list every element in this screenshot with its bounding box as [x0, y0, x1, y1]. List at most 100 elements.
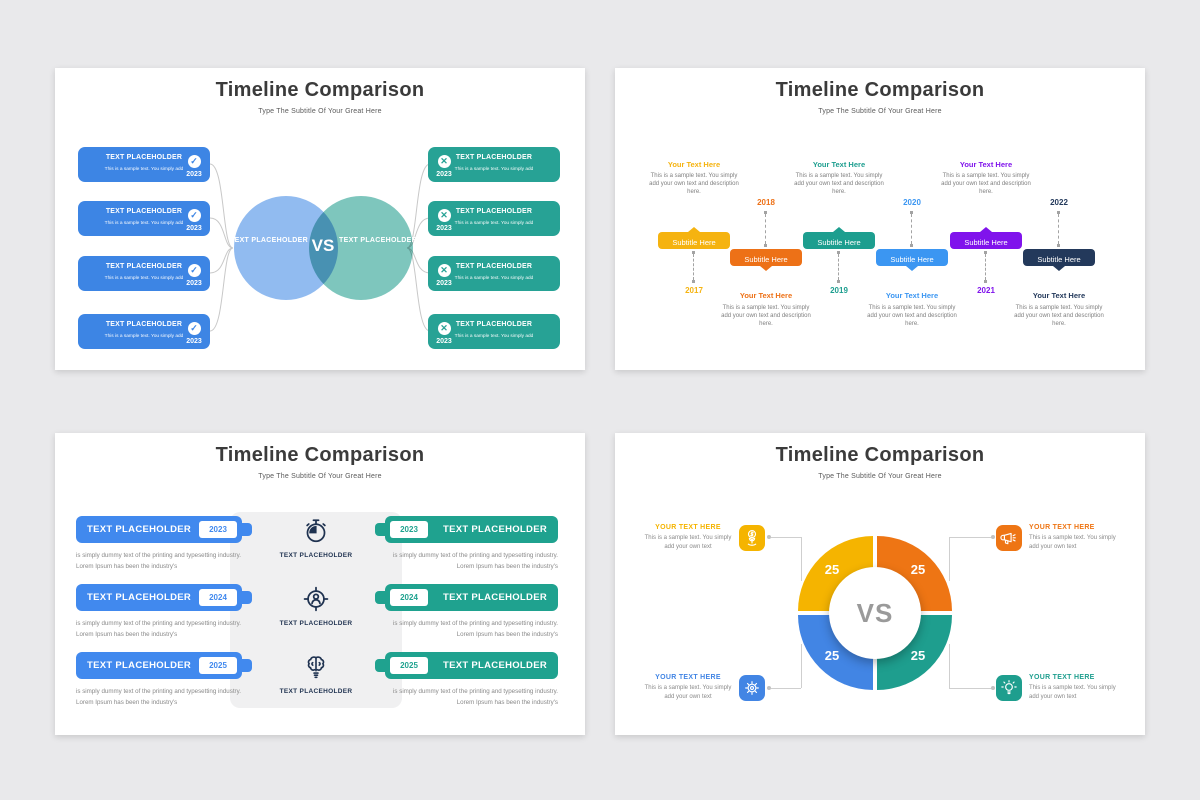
card-title: TEXT PLACEHOLDER — [455, 154, 533, 161]
stopwatch-icon — [302, 517, 330, 545]
year-badge: 2025 — [199, 657, 237, 674]
comparison-card-left: TEXT PLACEHOLDER This is a sample text. … — [78, 147, 210, 182]
center-label: TEXT PLACEHOLDER — [279, 620, 353, 627]
card-desc: This is a sample text. You simply add — [104, 220, 184, 226]
comparison-card-right: TEXT PLACEHOLDER This is a sample text. … — [428, 256, 560, 291]
bar-right-2025: 2025 TEXT PLACEHOLDER — [375, 652, 558, 679]
check-icon: ✓ — [187, 264, 201, 277]
timeline-item-2018: 2018 Subtitle Here Your Text Here This i… — [721, 158, 811, 348]
brain-bulb-icon — [302, 653, 330, 681]
segment-value: 25 — [824, 648, 840, 663]
callout-desc: This is a sample text. You simply add yo… — [644, 535, 732, 550]
card-year: 2023 — [186, 338, 202, 345]
item-year: 2019 — [830, 286, 848, 295]
venn-circle-right — [309, 196, 413, 300]
subtitle-ribbon: Subtitle Here — [1023, 249, 1095, 271]
callout-top-left: YOUR TEXT HERE This is a sample text. Yo… — [643, 524, 733, 552]
item-desc: This is a sample text. You simply add yo… — [867, 305, 957, 327]
item-year: 2020 — [903, 198, 921, 207]
donut-chart: 25 25 25 25 VS — [798, 536, 952, 690]
card-year: 2023 — [436, 338, 452, 345]
item-heading: Your Text Here — [1032, 291, 1086, 300]
cross-icon: ✕ — [437, 155, 451, 168]
slide-subtitle: Type The Subtitle Of Your Great Here — [258, 108, 382, 115]
bar-desc: is simply dummy text of the printing and… — [393, 688, 558, 706]
comparison-card-right: TEXT PLACEHOLDER This is a sample text. … — [428, 314, 560, 349]
dashed-connector — [764, 211, 767, 247]
venn-right-label: TEXT PLACEHOLDER — [339, 237, 417, 244]
check-icon: ✓ — [187, 209, 201, 222]
gear-icon — [739, 675, 765, 701]
bar-desc: is simply dummy text of the printing and… — [76, 688, 241, 706]
subtitle-ribbon: Subtitle Here — [876, 249, 948, 271]
comparison-card-right: TEXT PLACEHOLDER This is a sample text. … — [428, 147, 560, 182]
vs-label: VS — [311, 236, 335, 255]
card-desc: This is a sample text. You simply add — [454, 220, 534, 226]
callout-heading: YOUR TEXT HERE — [655, 524, 721, 531]
bar-title: TEXT PLACEHOLDER — [87, 592, 192, 603]
item-desc: This is a sample text. You simply add yo… — [721, 305, 811, 327]
slide-venn-comparison[interactable]: Timeline Comparison Type The Subtitle Of… — [55, 68, 585, 370]
card-title: TEXT PLACEHOLDER — [105, 263, 183, 270]
callout-desc: This is a sample text. You simply add yo… — [644, 685, 732, 700]
year-badge: 2023 — [199, 521, 237, 538]
bar-right-2023: 2023 TEXT PLACEHOLDER — [375, 516, 558, 543]
center-label: TEXT PLACEHOLDER — [279, 688, 353, 695]
card-desc: This is a sample text. You simply add — [454, 275, 534, 281]
card-title: TEXT PLACEHOLDER — [105, 154, 183, 161]
item-heading: Your Text Here — [885, 291, 939, 300]
idea-bulb-icon — [996, 675, 1022, 701]
bar-title: TEXT PLACEHOLDER — [442, 660, 547, 671]
timeline-item-2020: 2020 Subtitle Here Your Text Here This i… — [867, 158, 957, 348]
item-year: 2022 — [1050, 198, 1068, 207]
comparison-card-left: TEXT PLACEHOLDER This is a sample text. … — [78, 314, 210, 349]
comparison-card-left: TEXT PLACEHOLDER This is a sample text. … — [78, 256, 210, 291]
cross-icon: ✕ — [437, 264, 451, 277]
callout-bottom-left: YOUR TEXT HERE This is a sample text. Yo… — [643, 674, 733, 702]
callout-desc: This is a sample text. You simply add yo… — [1029, 685, 1116, 700]
card-desc: This is a sample text. You simply add — [454, 333, 534, 339]
bar-left-2023: TEXT PLACEHOLDER 2023 — [76, 516, 252, 543]
timeline-item-2021: Your Text Here This is a sample text. Yo… — [941, 158, 1031, 348]
card-year: 2023 — [436, 171, 452, 178]
slide-subtitle: Type The Subtitle Of Your Great Here — [818, 108, 942, 115]
item-desc: This is a sample text. You simply add yo… — [1014, 305, 1104, 327]
connector-line — [949, 688, 993, 689]
dashed-connector — [910, 211, 913, 247]
slide-ribbon-timeline[interactable]: Timeline Comparison Type The Subtitle Of… — [615, 68, 1145, 370]
item-desc: This is a sample text. You simply add yo… — [794, 173, 884, 195]
card-year: 2023 — [436, 280, 452, 287]
card-year: 2023 — [436, 225, 452, 232]
money-plant-icon — [739, 525, 765, 551]
year-badge: 2024 — [199, 589, 237, 606]
target-audience-icon — [302, 585, 330, 613]
slide-year-bars[interactable]: Timeline Comparison Type The Subtitle Of… — [55, 433, 585, 735]
slide-subtitle: Type The Subtitle Of Your Great Here — [258, 473, 382, 480]
card-year: 2023 — [186, 171, 202, 178]
bar-desc: is simply dummy text of the printing and… — [76, 620, 241, 638]
item-desc: This is a sample text. You simply add yo… — [941, 173, 1031, 195]
connector-dot — [767, 686, 771, 690]
callout-heading: YOUR TEXT HERE — [1029, 524, 1095, 531]
callout-desc: This is a sample text. You simply add yo… — [1029, 535, 1116, 550]
dashed-connector — [837, 251, 840, 283]
card-title: TEXT PLACEHOLDER — [105, 321, 183, 328]
check-icon: ✓ — [187, 155, 201, 168]
slide-title: Timeline Comparison — [775, 79, 985, 101]
venn-left-label: TEXT PLACEHOLDER — [230, 237, 308, 244]
bar-left-2025: TEXT PLACEHOLDER 2025 — [76, 652, 252, 679]
segment-value: 25 — [824, 562, 840, 577]
item-year: 2018 — [757, 198, 775, 207]
slide-title: Timeline Comparison — [215, 79, 425, 101]
item-desc: This is a sample text. You simply add yo… — [649, 173, 739, 195]
connector-line — [771, 537, 801, 538]
bar-title: TEXT PLACEHOLDER — [87, 660, 192, 671]
subtitle-ribbon: Subtitle Here — [803, 227, 875, 249]
connector-dot — [991, 535, 995, 539]
item-heading: Your Text Here — [667, 160, 721, 169]
slide-donut-vs[interactable]: Timeline Comparison Type The Subtitle Of… — [615, 433, 1145, 735]
bar-desc: is simply dummy text of the printing and… — [76, 552, 241, 570]
comparison-card-right: TEXT PLACEHOLDER This is a sample text. … — [428, 201, 560, 236]
card-title: TEXT PLACEHOLDER — [105, 208, 183, 215]
connector-dot — [991, 686, 995, 690]
